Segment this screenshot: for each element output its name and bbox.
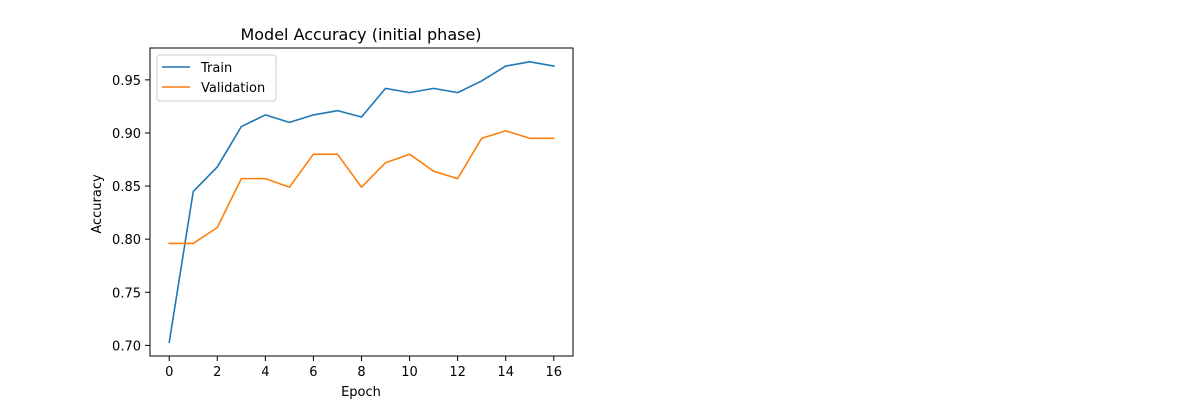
x-tick-label: 6 — [309, 365, 317, 380]
legend: Train Validation — [156, 54, 277, 102]
y-axis: 0.70 0.75 0.80 0.85 0.90 0.95 — [112, 74, 150, 354]
y-tick-label: 0.85 — [112, 180, 141, 195]
x-tick-label: 8 — [357, 365, 365, 380]
x-tick-label: 2 — [213, 365, 221, 380]
x-tick-label: 16 — [545, 365, 562, 380]
x-axis: 0 2 4 6 8 10 12 14 16 — [165, 356, 562, 380]
series-lines — [168, 61, 555, 344]
series-line-validation — [168, 130, 555, 245]
x-axis-label: Epoch — [341, 385, 381, 400]
y-tick-label: 0.75 — [112, 286, 141, 301]
y-tick-label: 0.90 — [112, 127, 141, 142]
y-tick-label: 0.70 — [112, 339, 141, 354]
x-tick-label: 14 — [497, 365, 514, 380]
y-axis-label: Accuracy — [90, 174, 105, 234]
x-tick-label: 12 — [449, 365, 466, 380]
chart-title: Model Accuracy (initial phase) — [240, 25, 481, 44]
plot-frame — [149, 47, 574, 357]
x-tick-label: 0 — [165, 365, 173, 380]
y-tick-label: 0.80 — [112, 233, 141, 248]
x-tick-label: 10 — [401, 365, 418, 380]
series-line-train — [168, 61, 555, 344]
x-tick-label: 4 — [261, 365, 269, 380]
legend-label-validation: Validation — [201, 81, 265, 96]
y-tick-label: 0.95 — [112, 74, 141, 89]
legend-label-train: Train — [200, 61, 232, 76]
